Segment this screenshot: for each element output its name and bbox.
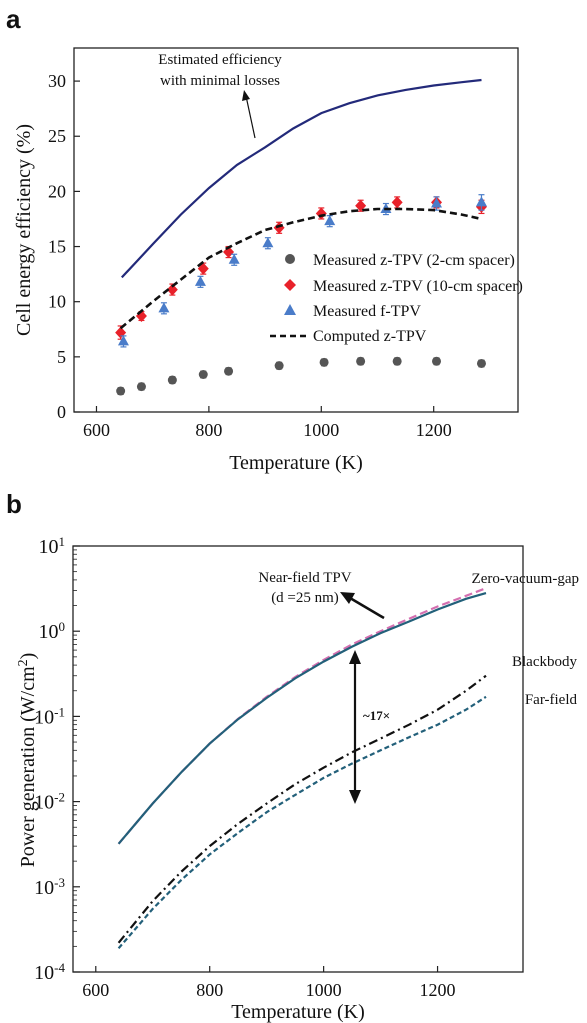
- data-point-circle: [476, 358, 486, 368]
- panel-a-annotation-line2: with minimal losses: [160, 73, 280, 89]
- legend-marker-2cm: [285, 254, 295, 264]
- data-point-circle: [167, 375, 177, 385]
- panel-b-xtick-label: 1200: [420, 980, 456, 1000]
- panel-b-series-line-3: [117, 695, 487, 950]
- data-point-triangle: [194, 275, 206, 286]
- data-point-triangle: [475, 196, 487, 207]
- panel-b-plot-frame: [72, 545, 524, 973]
- data-point-circle: [319, 357, 329, 367]
- panel-a-annotation-arrow: [245, 95, 256, 139]
- data-point-diamond: [391, 196, 403, 209]
- data-point-circle: [356, 356, 366, 366]
- panel-b-series-line-2: [117, 674, 487, 944]
- data-point-diamond: [115, 326, 127, 339]
- factor-arrow-head-top: [349, 650, 361, 664]
- panel-b-letter: b: [6, 489, 22, 519]
- data-point-circle: [198, 369, 208, 379]
- data-point-circle: [136, 382, 146, 392]
- data-point-triangle: [262, 237, 274, 248]
- panel-a-ytick-label: 25: [48, 126, 66, 146]
- panel-a-ytick-label: 10: [48, 292, 66, 312]
- data-point-diamond: [166, 283, 178, 296]
- panel-a-xtick-label: 1200: [416, 420, 452, 440]
- panel-a-ytick-label: 30: [48, 71, 66, 91]
- panel-a-xtick-label: 1000: [303, 420, 339, 440]
- panel-a-annotation-arrowhead: [242, 90, 250, 101]
- panel-a-annotation-line1: Estimated efficiency: [158, 52, 282, 68]
- panel-b-xlabel: Temperature (K): [231, 1001, 365, 1023]
- factor-arrow-head-bottom: [349, 790, 361, 804]
- panel-b-xtick-label: 600: [82, 980, 109, 1000]
- panel-a-ytick-label: 0: [57, 402, 66, 422]
- label-blackbody: Blackbody: [512, 654, 577, 670]
- panel-b-ylabel: Power generation (W/cm2): [16, 653, 40, 868]
- factor-label: ~17×: [363, 708, 390, 723]
- panel-b-series-line-0: [117, 587, 487, 845]
- label-near-field-line1: Near-field TPV: [258, 570, 351, 586]
- panel-a-series-line-4: [119, 207, 482, 330]
- data-point-diamond: [315, 207, 327, 220]
- label-near-field-line2: (d =25 nm): [271, 590, 339, 606]
- panel-a-ytick-label: 5: [57, 347, 66, 367]
- panel-a-chart: 600 800 1000 1200 0 5 10 15 20 25 30 Estimated eff…: [13, 47, 523, 474]
- data-point-circle: [432, 356, 442, 366]
- panel-a-series-line-0: [120, 78, 482, 279]
- data-point-triangle: [324, 215, 336, 226]
- panel-a-plot-frame: [73, 47, 519, 413]
- panel-b-xtick-label: 800: [196, 980, 223, 1000]
- panel-b-ytick-label: 101: [39, 534, 66, 559]
- panel-a-xlabel: Temperature (K): [229, 452, 363, 474]
- data-point-triangle: [117, 335, 129, 346]
- legend-label-10cm: Measured z-TPV (10-cm spacer): [313, 278, 523, 295]
- data-point-triangle: [158, 302, 170, 313]
- data-point-circle: [224, 366, 234, 376]
- panel-b-ytick-label: 100: [39, 619, 66, 644]
- near-field-arrow: [349, 596, 385, 620]
- data-point-circle: [274, 361, 284, 371]
- data-point-circle: [116, 386, 126, 396]
- legend-label-computed: Computed z-TPV: [313, 328, 427, 345]
- data-point-diamond: [355, 199, 367, 212]
- panel-b-xtick-label: 1000: [306, 980, 342, 1000]
- panel-b-ytick-label: 10-4: [34, 960, 65, 985]
- panel-a-xtick-label: 800: [195, 420, 222, 440]
- panel-a-legend: Measured z-TPV (2-cm spacer) Measured z-…: [270, 252, 523, 345]
- panel-a-xtick-label: 600: [83, 420, 110, 440]
- panel-b-ytick-label: 10-3: [34, 874, 65, 899]
- panel-a-letter: a: [6, 4, 21, 34]
- legend-label-ftpv: Measured f-TPV: [313, 303, 421, 320]
- label-far-field: Far-field: [525, 692, 578, 708]
- panel-a-series: [115, 78, 487, 396]
- legend-label-2cm: Measured z-TPV (2-cm spacer): [313, 252, 515, 269]
- panel-a-ytick-label: 15: [48, 237, 66, 257]
- label-zero-vacuum-gap: Zero-vacuum-gap: [472, 571, 579, 587]
- panel-a-ylabel: Cell energy efficiency (%): [13, 124, 35, 336]
- legend-marker-ftpv: [284, 304, 296, 315]
- legend-marker-10cm: [284, 279, 296, 291]
- near-field-arrowhead: [340, 592, 355, 604]
- panel-b-series: [117, 587, 487, 950]
- panel-a-axes: 600 800 1000 1200 0 5 10 15 20 25 30: [48, 71, 452, 440]
- data-point-circle: [392, 356, 402, 366]
- data-point-triangle: [228, 253, 240, 264]
- panel-a-ytick-label: 20: [48, 181, 66, 201]
- data-point-triangle: [431, 197, 443, 208]
- panel-b-series-line-1: [117, 592, 487, 845]
- data-point-diamond: [273, 221, 285, 234]
